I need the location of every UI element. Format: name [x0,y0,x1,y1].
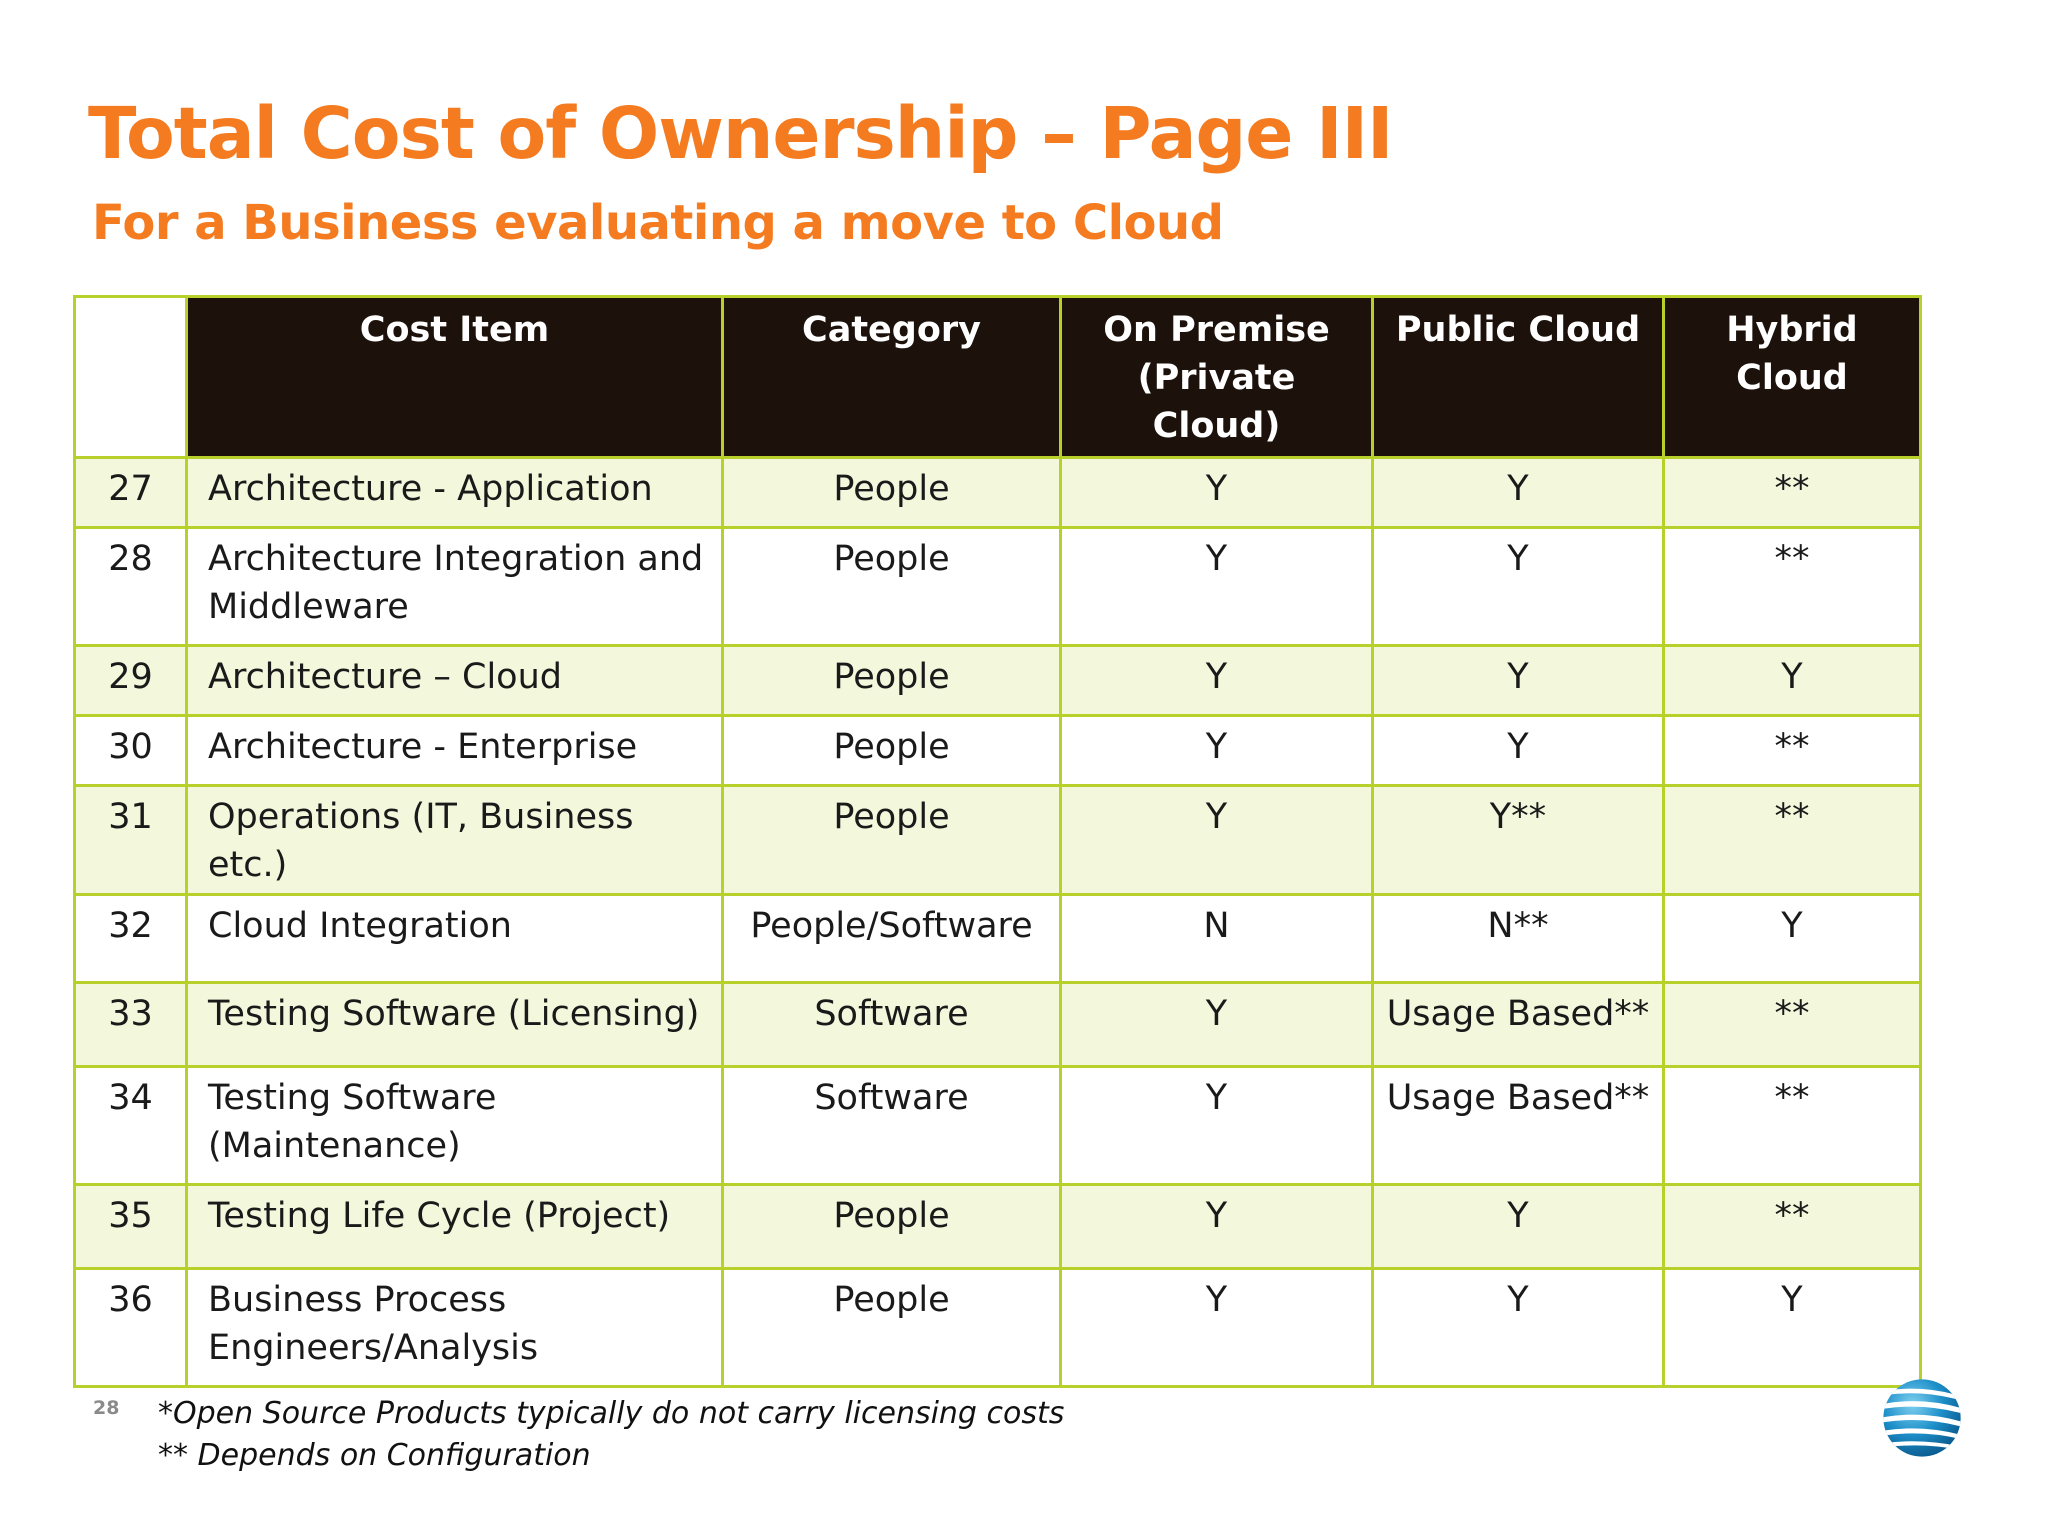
on-premise-cell: Y [1059,456,1374,529]
category-cell: People [721,644,1062,717]
public-cloud-cell: Y [1371,456,1665,529]
public-cloud-cell: Y [1371,714,1665,787]
footnote-configuration: ** Depends on Configuration [158,1438,591,1473]
hybrid-cloud-cell: ** [1662,981,1922,1068]
on-premise-cell: Y [1059,714,1374,787]
hybrid-cloud-cell: ** [1662,714,1922,787]
header-on-premise: On Premise (Private Cloud) [1059,295,1374,459]
public-cloud-cell: Y [1371,644,1665,717]
row-number: 28 [73,526,188,647]
on-premise-cell: Y [1059,1267,1374,1388]
table-row: 36 Business Process Engineers/Analysis Peo… [73,1267,1922,1388]
header-hybrid-cloud: Hybrid Cloud [1662,295,1922,459]
row-number: 31 [73,784,188,896]
category-cell: People [721,1183,1062,1270]
cost-table: Cost Item Category On Premise (Private C… [73,295,1922,1388]
table-row: 28 Architecture Integration and Middlewar… [73,526,1922,647]
header-number [73,295,188,459]
row-number: 36 [73,1267,188,1388]
on-premise-cell: N [1059,893,1374,984]
cost-item-cell: Architecture – Cloud [185,644,724,717]
category-cell: People/Software [721,893,1062,984]
cost-item-cell: Architecture Integration and Middleware [185,526,724,647]
on-premise-cell: Y [1059,1183,1374,1270]
row-number: 29 [73,644,188,717]
cost-item-cell: Testing Life Cycle (Project) [185,1183,724,1270]
table-row: 30 Architecture - Enterprise People Y Y ** [73,714,1922,787]
cost-item-cell: Architecture - Application [185,456,724,529]
slide-title: Total Cost of Ownership – Page III [88,92,1393,175]
header-category: Category [721,295,1062,459]
category-cell: People [721,1267,1062,1388]
hybrid-cloud-cell: ** [1662,456,1922,529]
table-row: 27 Architecture - Application People Y Y ** [73,456,1922,529]
public-cloud-cell: Y [1371,526,1665,647]
table-row: 33 Testing Software (Licensing) Software Y U… [73,981,1922,1068]
table-row: 34 Testing Software (Maintenance) Software… [73,1065,1922,1186]
header-public-cloud: Public Cloud [1371,295,1665,459]
hybrid-cloud-cell: Y [1662,1267,1922,1388]
table-header-row: Cost Item Category On Premise (Private C… [73,295,1922,459]
att-globe-icon [1883,1379,1961,1457]
page-number: 28 [93,1397,120,1419]
hybrid-cloud-cell: ** [1662,1183,1922,1270]
on-premise-cell: Y [1059,981,1374,1068]
header-cost-item: Cost Item [185,295,724,459]
category-cell: People [721,526,1062,647]
table-row: 31 Operations (IT, Business etc.) People Y Y… [73,784,1922,896]
hybrid-cloud-cell: ** [1662,526,1922,647]
slide-subtitle: For a Business evaluating a move to Clou… [92,195,1224,251]
public-cloud-cell: Y [1371,1267,1665,1388]
hybrid-cloud-cell: Y [1662,893,1922,984]
hybrid-cloud-cell: ** [1662,784,1922,896]
on-premise-cell: Y [1059,526,1374,647]
on-premise-cell: Y [1059,1065,1374,1186]
public-cloud-cell: Usage Based** [1371,981,1665,1068]
cost-item-cell: Architecture - Enterprise [185,714,724,787]
row-number: 30 [73,714,188,787]
row-number: 27 [73,456,188,529]
table-row: 35 Testing Life Cycle (Project) People Y Y ** [73,1183,1922,1270]
category-cell: Software [721,1065,1062,1186]
public-cloud-cell: Usage Based** [1371,1065,1665,1186]
category-cell: People [721,714,1062,787]
cost-item-cell: Cloud Integration [185,893,724,984]
row-number: 34 [73,1065,188,1186]
row-number: 32 [73,893,188,984]
public-cloud-cell: N** [1371,893,1665,984]
cost-item-cell: Operations (IT, Business etc.) [185,784,724,896]
cost-item-cell: Business Process Engineers/Analysis [185,1267,724,1388]
row-number: 33 [73,981,188,1068]
footnote-open-source: *Open Source Products typically do not c… [158,1396,1065,1431]
public-cloud-cell: Y [1371,1183,1665,1270]
category-cell: Software [721,981,1062,1068]
on-premise-cell: Y [1059,644,1374,717]
footnotes: *Open Source Products typically do not c… [158,1393,1064,1477]
table-row: 29 Architecture – Cloud People Y Y Y [73,644,1922,717]
row-number: 35 [73,1183,188,1270]
hybrid-cloud-cell: ** [1662,1065,1922,1186]
category-cell: People [721,456,1062,529]
category-cell: People [721,784,1062,896]
cost-item-cell: Testing Software (Maintenance) [185,1065,724,1186]
on-premise-cell: Y [1059,784,1374,896]
cost-item-cell: Testing Software (Licensing) [185,981,724,1068]
hybrid-cloud-cell: Y [1662,644,1922,717]
public-cloud-cell: Y** [1371,784,1665,896]
table-row: 32 Cloud Integration People/Software N N** Y [73,893,1922,984]
